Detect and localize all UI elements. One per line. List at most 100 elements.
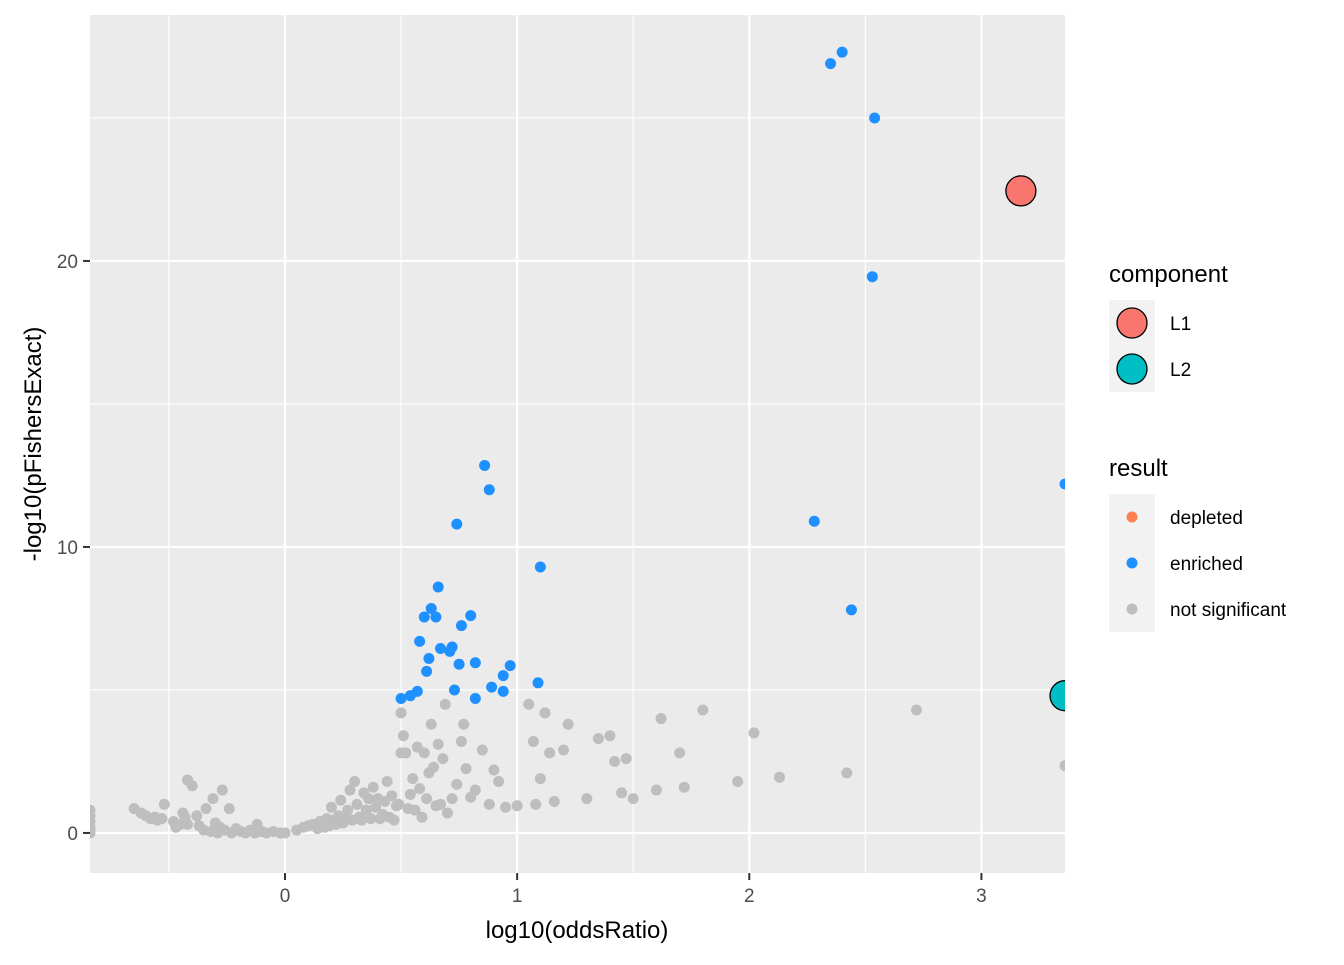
not-significant-point: [439, 698, 451, 710]
y-tick-label: 10: [57, 538, 78, 559]
not-significant-point: [910, 704, 922, 716]
not-significant-point: [773, 771, 785, 783]
legend-label: L2: [1170, 360, 1191, 381]
not-significant-point: [223, 803, 235, 815]
x-axis-title: log10(oddsRatio): [486, 917, 669, 944]
not-significant-point: [592, 733, 604, 745]
y-axis-title: -log10(pFishersExact): [20, 327, 47, 562]
not-significant-point: [216, 784, 228, 796]
enriched-point: [497, 685, 509, 697]
not-significant-point: [442, 807, 453, 819]
not-significant-point: [207, 793, 219, 805]
not-significant-point: [279, 827, 291, 839]
not-significant-point: [841, 767, 853, 779]
not-significant-point: [344, 784, 356, 796]
not-significant-point: [1059, 760, 1065, 772]
legend-title: component: [1109, 261, 1228, 288]
not-significant-point: [748, 727, 760, 739]
not-significant-point: [342, 804, 354, 816]
x-tick-labels: 0 1 2 3: [280, 886, 987, 907]
not-significant-point: [527, 735, 539, 747]
enriched-point: [825, 58, 837, 70]
not-significant-point: [488, 764, 500, 776]
enriched-point: [453, 658, 465, 670]
not-significant-point: [511, 800, 523, 812]
not-significant-point: [476, 744, 488, 756]
enriched-point: [395, 693, 407, 705]
y-tick-labels: 0 10 20: [57, 252, 78, 845]
x-tick-label: 0: [280, 886, 291, 907]
not-significant-point: [349, 775, 361, 787]
not-significant-point: [356, 814, 368, 826]
enriched-point: [469, 693, 481, 705]
not-significant-point: [458, 718, 470, 730]
not-significant-point: [539, 707, 551, 719]
not-significant-point: [367, 781, 379, 793]
enriched-point: [497, 670, 509, 682]
enriched-point: [446, 641, 458, 653]
y-tick-label: 20: [57, 252, 78, 273]
not-significant-point: [697, 704, 709, 716]
enriched-point: [465, 610, 477, 622]
enriched-point: [808, 515, 820, 527]
enriched-point: [411, 685, 423, 697]
not-significant-point: [400, 747, 412, 759]
not-significant-point: [609, 755, 621, 767]
not-significant-point: [620, 753, 632, 765]
not-significant-point: [432, 738, 444, 750]
legend-label: L1: [1170, 314, 1191, 335]
not-significant-point: [483, 798, 495, 810]
not-significant-point: [360, 804, 372, 816]
x-tick-label: 3: [976, 886, 987, 907]
not-significant-point: [395, 707, 407, 719]
enriched-point: [504, 660, 516, 672]
not-significant-point: [548, 796, 560, 807]
not-significant-point: [381, 775, 393, 787]
not-significant-point: [469, 784, 481, 796]
not-significant-point: [416, 811, 428, 823]
not-significant-point: [627, 793, 639, 805]
enriched-point: [845, 604, 857, 616]
legend-key-L2: [1116, 353, 1148, 385]
not-significant-point: [158, 798, 170, 810]
not-significant-point: [435, 798, 447, 810]
legend-key-L1: [1116, 307, 1148, 339]
not-significant-point: [437, 753, 449, 765]
not-significant-point: [351, 798, 363, 810]
not-significant-point: [365, 813, 377, 825]
not-significant-point: [428, 761, 440, 773]
enriched-point: [532, 677, 544, 689]
legend-key-not-significant: [1126, 603, 1138, 615]
not-significant-point: [523, 698, 535, 710]
enriched-point: [455, 620, 467, 632]
enriched-point: [414, 635, 426, 647]
not-significant-point: [182, 818, 193, 830]
data-points: [90, 46, 1065, 839]
x-tick-label: 2: [744, 886, 755, 907]
not-significant-point: [156, 813, 168, 825]
not-significant-point: [200, 803, 212, 815]
not-significant-point: [421, 793, 433, 805]
enriched-point: [451, 518, 463, 530]
y-tick-label: 0: [67, 824, 78, 845]
not-significant-point: [534, 773, 546, 785]
not-significant-point: [655, 713, 667, 725]
not-significant-point: [558, 744, 570, 756]
not-significant-point: [530, 798, 542, 810]
plot-panel: [90, 15, 1065, 873]
not-significant-point: [388, 814, 400, 826]
not-significant-point: [393, 798, 405, 810]
not-significant-point: [732, 775, 744, 787]
enriched-point: [418, 611, 430, 623]
enriched-point: [423, 653, 435, 664]
legend-key-depleted: [1126, 511, 1138, 523]
legend-label: enriched: [1170, 554, 1243, 575]
not-significant-point: [562, 718, 574, 730]
x-tick-label: 1: [512, 886, 523, 907]
axis-ticks: [83, 259, 983, 880]
not-significant-point: [414, 783, 426, 795]
legend: component L1 L2 result depleted enriched not s…: [1109, 261, 1287, 632]
not-significant-point: [335, 794, 347, 806]
enriched-point: [469, 657, 481, 669]
not-significant-point: [397, 730, 409, 742]
